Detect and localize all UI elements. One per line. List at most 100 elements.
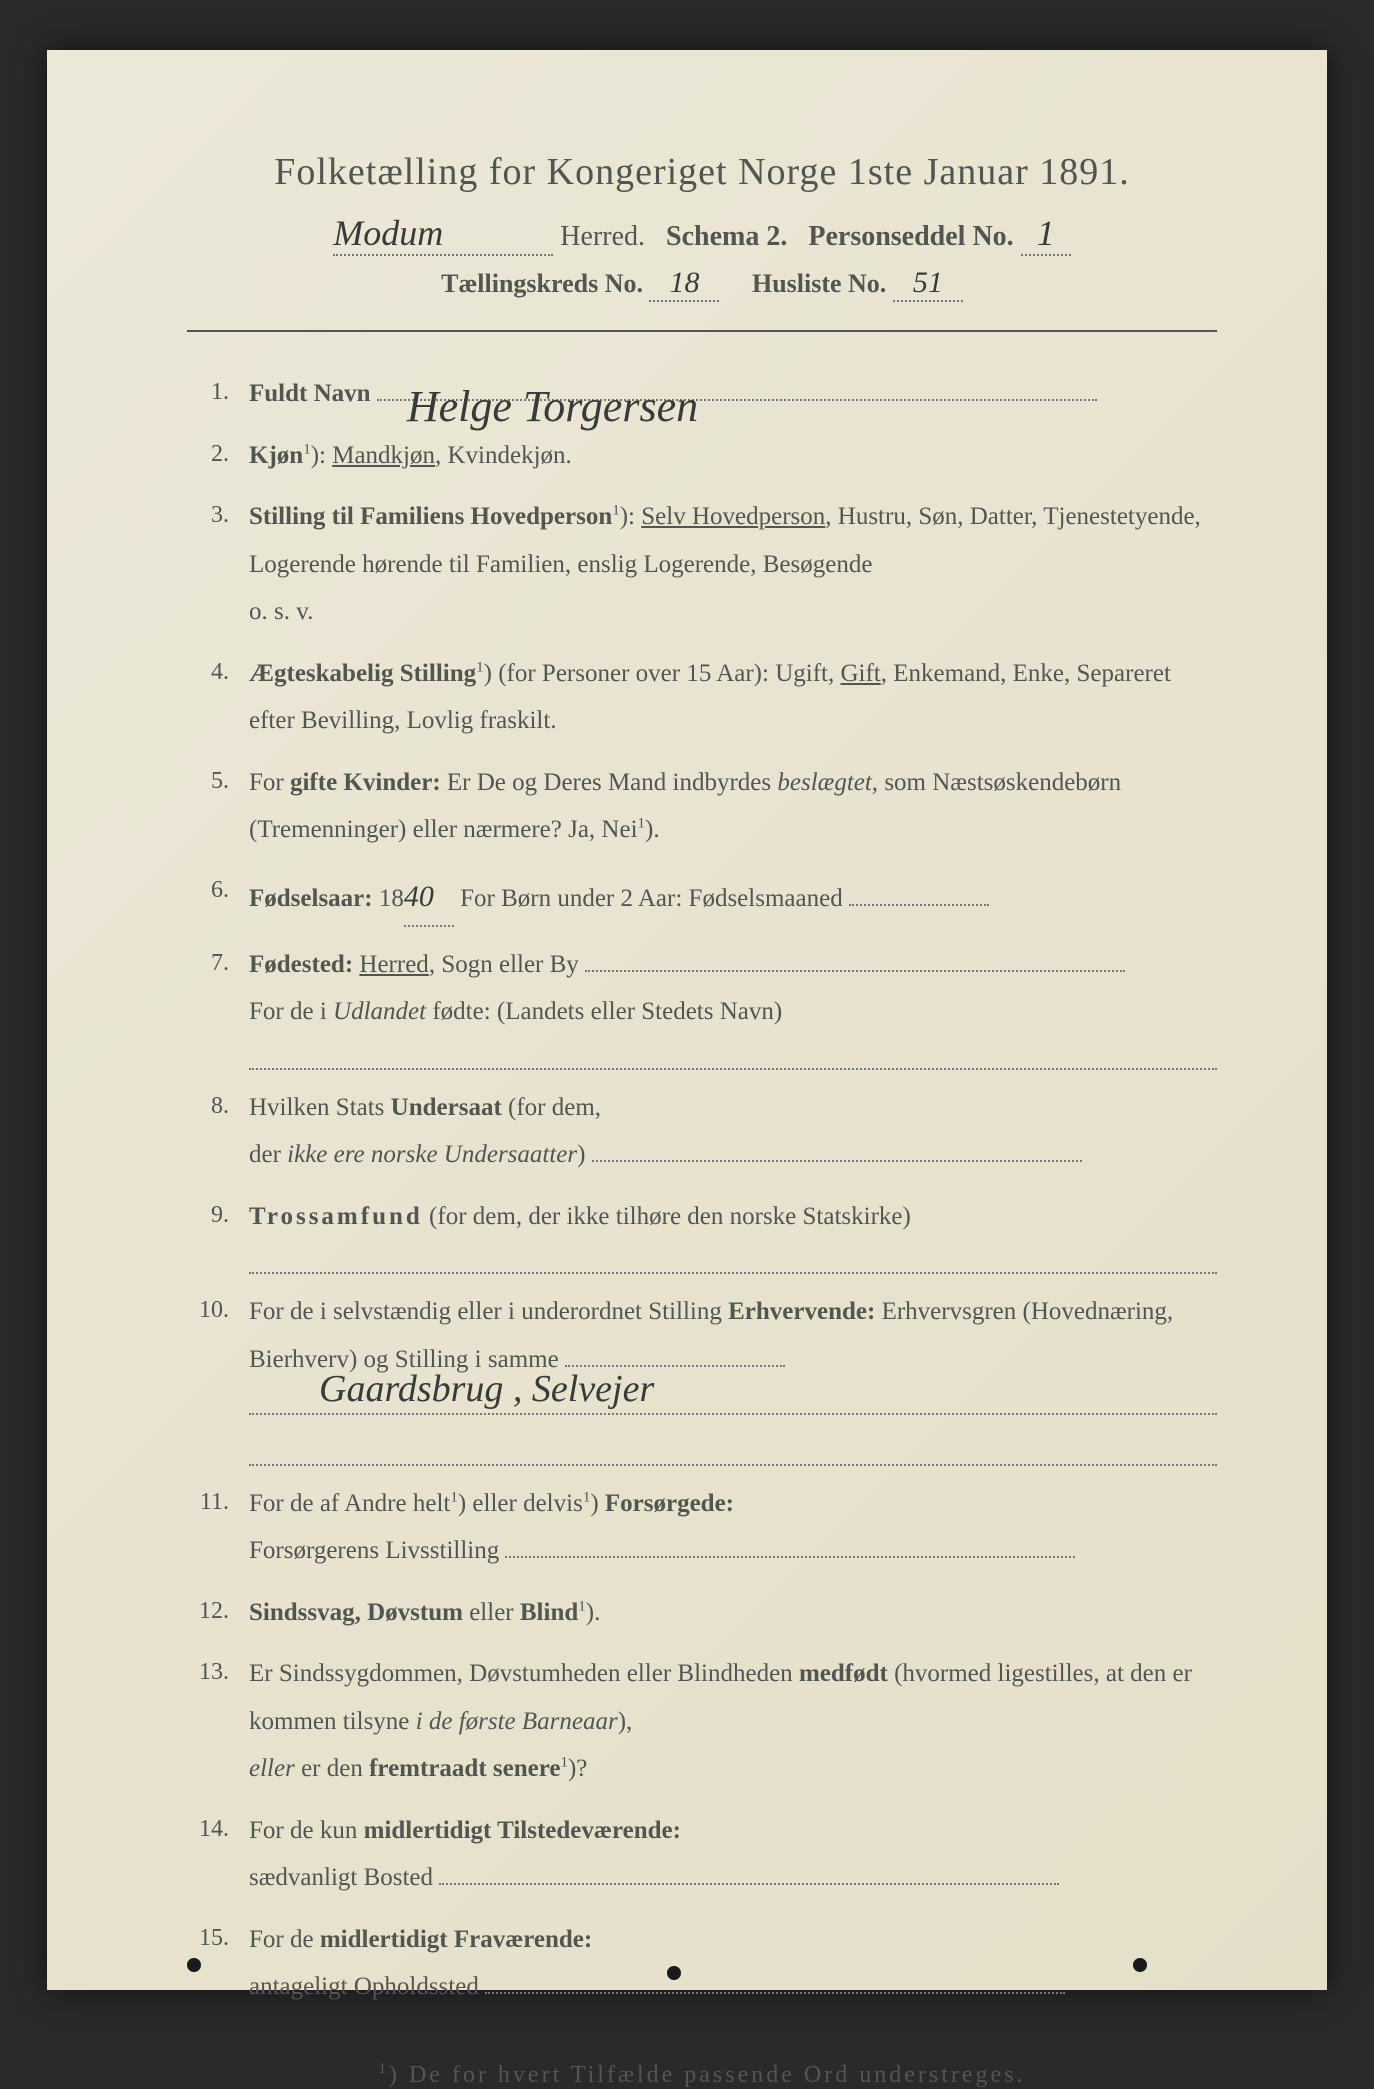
text: , Sogn eller By — [429, 951, 579, 978]
text: 18 — [373, 885, 404, 912]
item-body: Fødselsaar: 1840 For Børn under 2 Aar: F… — [249, 868, 1217, 927]
sup: 1 — [583, 1489, 591, 1505]
text: For de af Andre helt — [249, 1490, 450, 1517]
form-items: 1. Fuldt Navn Helge Torgersen 2. Kjøn1):… — [187, 370, 1217, 2011]
label: medfødt — [799, 1660, 888, 1687]
text: eller — [463, 1599, 520, 1626]
item-number: 10. — [187, 1288, 249, 1466]
text: fødte: (Landets eller Stedets Navn) — [426, 998, 782, 1025]
text: der — [249, 1141, 287, 1168]
text: Er De og Deres Mand indbyrdes — [441, 769, 778, 796]
item-number: 6. — [187, 868, 249, 927]
item-12: 12. Sindssvag, Døvstum eller Blind1). — [187, 1589, 1217, 1637]
footnote: 1) De for hvert Tilfælde passende Ord un… — [187, 2061, 1217, 2089]
item-number: 5. — [187, 759, 249, 854]
sup: 1 — [638, 816, 646, 832]
item-number: 11. — [187, 1480, 249, 1575]
item-number: 3. — [187, 493, 249, 636]
label: Fødselsaar: — [249, 885, 373, 912]
item-body: For de kun midlertidigt Tilstedeværende:… — [249, 1807, 1217, 1902]
footnote-sup: 1 — [378, 2061, 389, 2077]
text: For Børn under 2 Aar: Fødselsmaaned — [454, 885, 843, 912]
item-body: For gifte Kvinder: Er De og Deres Mand i… — [249, 759, 1217, 854]
text: Er Sindssygdommen, Døvstumheden eller Bl… — [249, 1660, 799, 1687]
sup: 1 — [612, 503, 620, 519]
label: Kjøn — [249, 442, 303, 469]
text: For de i — [249, 998, 333, 1025]
item-number: 9. — [187, 1193, 249, 1275]
label: midlertidigt Fraværende: — [320, 1926, 592, 1953]
label: Fuldt Navn — [249, 380, 371, 407]
header-line-2: Tællingskreds No. 18 Husliste No. 51 — [187, 266, 1217, 302]
item-1: 1. Fuldt Navn Helge Torgersen — [187, 370, 1217, 418]
item-number: 13. — [187, 1650, 249, 1793]
item-14: 14. For de kun midlertidigt Tilstedevære… — [187, 1807, 1217, 1902]
item-body: Sindssvag, Døvstum eller Blind1). — [249, 1589, 1217, 1637]
hole-mark — [187, 1958, 201, 1972]
text-italic: ikke ere norske Undersaatter — [287, 1141, 577, 1168]
herred-label: Herred. — [560, 221, 645, 252]
text: For de — [249, 1926, 320, 1953]
text: eller delvis — [466, 1490, 583, 1517]
item-body: Stilling til Familiens Hovedperson1): Se… — [249, 493, 1217, 636]
item-body: Hvilken Stats Undersaat (for dem, der ik… — [249, 1084, 1217, 1179]
item-7: 7. Fødested: Herred, Sogn eller By For d… — [187, 941, 1217, 1070]
document-page: Folketælling for Kongeriget Norge 1ste J… — [47, 50, 1327, 1990]
text: (for Personer over 15 Aar): Ugift, — [492, 660, 841, 687]
sup: 1 — [450, 1489, 458, 1505]
hole-mark — [1133, 1958, 1147, 1972]
selected-option: Gift — [840, 660, 880, 687]
divider — [187, 330, 1217, 332]
text: (for dem, der ikke tilhøre den norske St… — [423, 1203, 911, 1230]
kreds-label: Tællingskreds No. — [441, 269, 643, 298]
text: Hvilken Stats — [249, 1094, 391, 1121]
item-body: Fødested: Herred, Sogn eller By For de i… — [249, 941, 1217, 1070]
item-number: 7. — [187, 941, 249, 1070]
item-2: 2. Kjøn1): Mandkjøn, Kvindekjøn. — [187, 432, 1217, 480]
kreds-handwritten: 18 — [649, 266, 719, 302]
label: Stilling til Familiens Hovedperson — [249, 503, 612, 530]
item-body: Er Sindssygdommen, Døvstumheden eller Bl… — [249, 1650, 1217, 1793]
label: Fødested: — [249, 951, 353, 978]
item-number: 1. — [187, 370, 249, 418]
item-body: Ægteskabelig Stilling1) (for Personer ov… — [249, 650, 1217, 745]
item-13: 13. Er Sindssygdommen, Døvstumheden elle… — [187, 1650, 1217, 1793]
footnote-text: ) De for hvert Tilfælde passende Ord und… — [389, 2062, 1026, 2088]
occupation-handwritten: Gaardsbrug , Selvejer — [319, 1353, 654, 1425]
item-3: 3. Stilling til Familiens Hovedperson1):… — [187, 493, 1217, 636]
text-italic: Udlandet — [333, 998, 426, 1025]
text: For de kun — [249, 1817, 364, 1844]
name-handwritten: Helge Torgersen — [407, 365, 698, 449]
herred-handwritten: Modum — [333, 212, 553, 256]
year-handwritten: 40 — [404, 868, 454, 927]
personseddel-label: Personseddel No. — [808, 221, 1013, 252]
item-number: 4. — [187, 650, 249, 745]
label: Undersaat — [391, 1094, 502, 1121]
item-number: 12. — [187, 1589, 249, 1637]
item-number: 8. — [187, 1084, 249, 1179]
item-10: 10. For de i selvstændig eller i underor… — [187, 1288, 1217, 1466]
item-body: Fuldt Navn Helge Torgersen — [249, 370, 1217, 418]
header-line-1: Modum Herred. Schema 2. Personseddel No.… — [187, 212, 1217, 256]
label: Blind — [520, 1599, 578, 1626]
text: Forsørgerens Livsstilling — [249, 1537, 499, 1564]
text-italic: eller — [249, 1755, 295, 1782]
item-body: Kjøn1): Mandkjøn, Kvindekjøn. — [249, 432, 1217, 480]
item-8: 8. Hvilken Stats Undersaat (for dem, der… — [187, 1084, 1217, 1179]
item-9: 9. Trossamfund (for dem, der ikke tilhør… — [187, 1193, 1217, 1275]
text: For — [249, 769, 290, 796]
sup: 1 — [578, 1598, 586, 1614]
text: ), — [618, 1708, 633, 1735]
text: (for dem, — [502, 1094, 601, 1121]
sup: 1 — [476, 659, 484, 675]
text: sædvanligt Bosted — [249, 1864, 433, 1891]
item-15: 15. For de midlertidigt Fraværende: anta… — [187, 1916, 1217, 2011]
item-body: Trossamfund (for dem, der ikke tilhøre d… — [249, 1193, 1217, 1275]
text: antageligt Opholdssted — [249, 1973, 479, 2000]
label: midlertidigt Tilstedeværende: — [364, 1817, 681, 1844]
item-body: For de af Andre helt1) eller delvis1) Fo… — [249, 1480, 1217, 1575]
label: Sindssvag, Døvstum — [249, 1599, 463, 1626]
selected-option: Herred — [359, 951, 428, 978]
label: Erhvervende: — [728, 1298, 875, 1325]
item-4: 4. Ægteskabelig Stilling1) (for Personer… — [187, 650, 1217, 745]
